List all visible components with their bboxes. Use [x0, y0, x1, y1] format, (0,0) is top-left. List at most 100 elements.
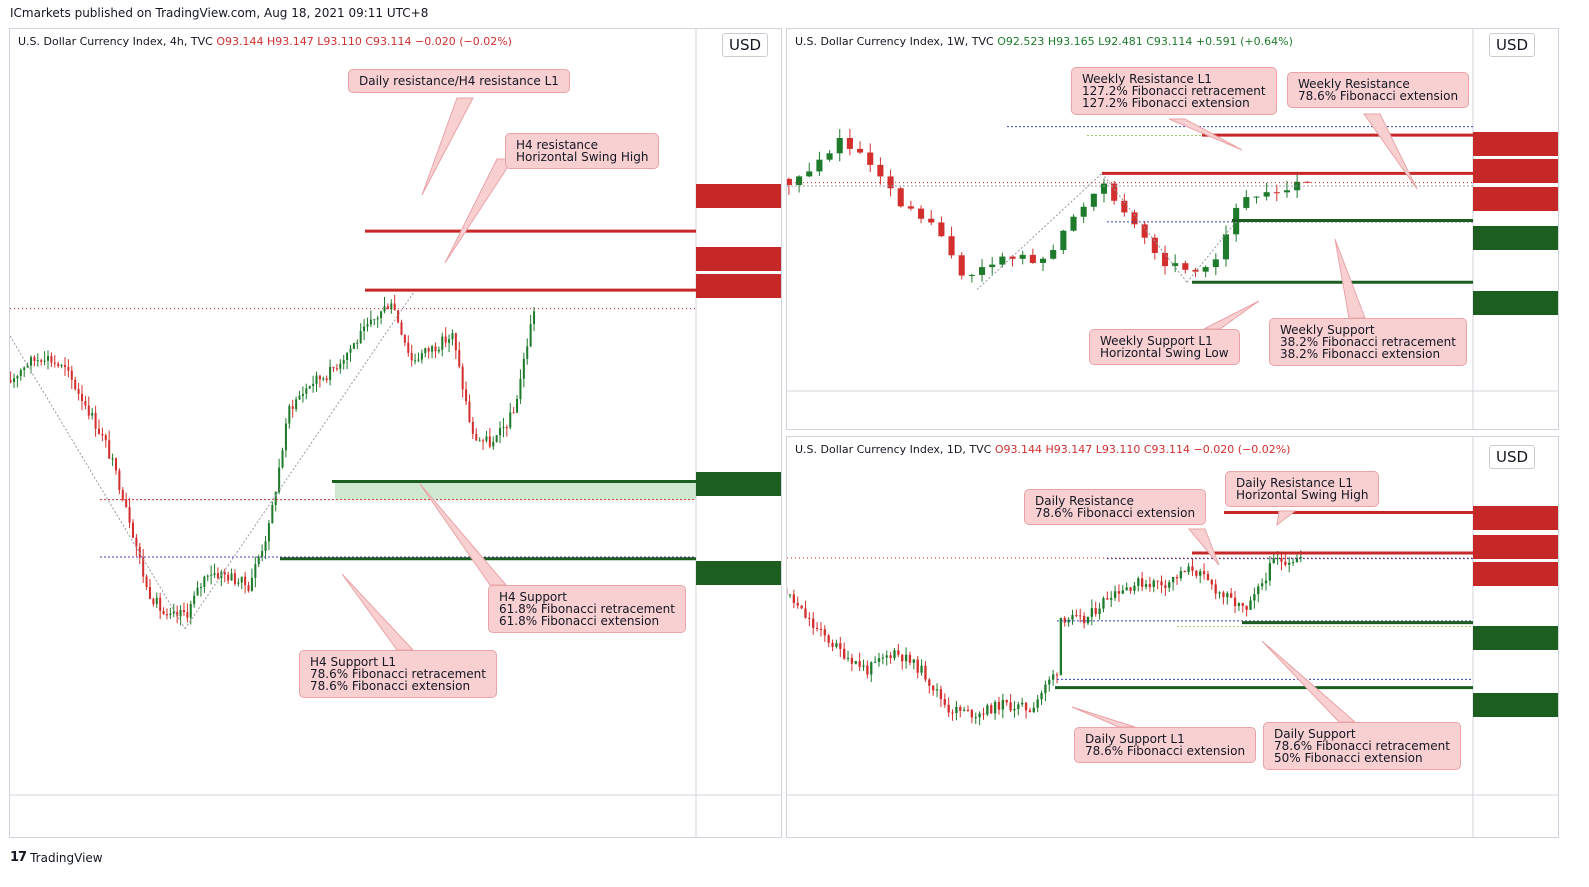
- daily-candle-body: [1291, 562, 1295, 564]
- daily-note-line: 50% Fibonacci extension: [1274, 751, 1423, 765]
- h4-candle-body: [376, 318, 379, 320]
- daily-candle-body: [1036, 699, 1039, 708]
- weekly-candle-body: [1161, 252, 1169, 267]
- daily-candle-body: [893, 650, 896, 659]
- daily-candle-body: [1090, 608, 1094, 617]
- h4-candle-body: [441, 336, 444, 350]
- daily-candle-body: [1226, 593, 1229, 598]
- daily-candle-body: [1040, 693, 1043, 700]
- weekly-price-tag: [1473, 226, 1558, 250]
- h4-candle-body: [339, 363, 342, 369]
- h4-note-line: H4 Support L1: [310, 655, 397, 669]
- h4-candle-body: [87, 405, 90, 416]
- daily-candle-body: [1206, 574, 1210, 580]
- weekly-candle-body: [1192, 269, 1199, 272]
- h4-candle-body: [67, 367, 70, 371]
- h4-candle-body: [23, 367, 26, 371]
- weekly-candle-body: [928, 218, 935, 223]
- daily-candle-body: [877, 658, 881, 662]
- h4-candle-body: [244, 576, 247, 586]
- h4-candle-body: [121, 489, 124, 500]
- h4-candle-body: [254, 564, 257, 578]
- daily-candle-body: [1187, 566, 1190, 573]
- daily-candle-body: [1121, 590, 1124, 594]
- h4-candle-body: [91, 412, 94, 416]
- chart-panel-h4[interactable]: U.S. Dollar Currency Index, 4h, TVC O93.…: [9, 28, 782, 838]
- h4-candle-body: [36, 360, 39, 362]
- daily-candle-body: [939, 689, 943, 700]
- chart-panel-weekly[interactable]: U.S. Dollar Currency Index, 1W, TVC O92.…: [786, 28, 1559, 430]
- h4-candle-body: [393, 303, 396, 311]
- h4-note-line: H4 resistance: [516, 138, 599, 152]
- daily-candle-body: [1264, 580, 1268, 584]
- h4-candle-body: [492, 441, 495, 447]
- weekly-candle-body: [887, 176, 894, 189]
- weekly-candle-body: [816, 159, 823, 172]
- h4-candle-body: [322, 378, 325, 380]
- weekly-fib-trend-line: [1101, 172, 1188, 283]
- weekly-candle-body: [1172, 263, 1179, 267]
- h4-candle-body: [155, 597, 158, 605]
- weekly-candle-body: [1212, 259, 1219, 268]
- daily-candle-body: [1028, 710, 1032, 713]
- weekly-candle-body: [1202, 267, 1209, 272]
- weekly-chart-canvas[interactable]: [787, 29, 1558, 429]
- h4-candle-body: [424, 348, 427, 354]
- h4-candle-body: [332, 366, 335, 369]
- daily-candle-body: [1117, 591, 1121, 594]
- daily-price-tag: [1473, 626, 1558, 650]
- h4-chart-canvas[interactable]: [10, 29, 781, 837]
- weekly-fib-trend-line: [976, 172, 1103, 290]
- weekly-support-resistance-note: Weekly Support L1 Horizontal Swing Low: [1089, 329, 1240, 365]
- daily-candle-body: [986, 705, 989, 715]
- weekly-candle-body: [1294, 181, 1301, 191]
- h4-candle-body: [278, 467, 281, 493]
- daily-candle-body: [966, 709, 970, 711]
- daily-chart-canvas[interactable]: [787, 437, 1558, 837]
- h4-candle-body: [203, 576, 206, 587]
- daily-candle-body: [796, 602, 799, 606]
- daily-candle-body: [1171, 577, 1175, 583]
- weekly-note-line: Weekly Resistance L1: [1082, 72, 1212, 86]
- chart-panel-daily[interactable]: U.S. Dollar Currency Index, 1D, TVC O93.…: [786, 436, 1559, 838]
- h4-candle-body: [512, 412, 515, 414]
- weekly-candle-body: [1080, 206, 1087, 217]
- daily-candle-body: [1086, 616, 1090, 624]
- daily-candle-body: [862, 665, 865, 667]
- daily-candle-body: [1067, 619, 1070, 623]
- daily-candle-body: [962, 709, 966, 711]
- weekly-candle-body: [897, 188, 904, 207]
- weekly-note-line: 127.2% Fibonacci extension: [1082, 96, 1250, 110]
- h4-candle-body: [193, 595, 196, 604]
- h4-candle-body: [46, 356, 50, 361]
- daily-candle-body: [1288, 562, 1291, 565]
- weekly-support-resistance-note: Weekly Resistance 78.6% Fibonacci extensi…: [1287, 72, 1470, 108]
- daily-candle-body: [1106, 598, 1109, 600]
- h4-note-line: Daily resistance/H4 resistance L1: [359, 74, 559, 88]
- h4-candle-body: [325, 378, 328, 380]
- weekly-candle-body: [877, 164, 884, 177]
- daily-candle-body: [839, 643, 842, 649]
- h4-candle-body: [366, 324, 369, 327]
- daily-candle-body: [1021, 702, 1024, 705]
- weekly-currency-badge[interactable]: USD: [1489, 33, 1536, 57]
- weekly-support-resistance-note: Weekly Support 38.2% Fibonacci retracemen…: [1269, 318, 1467, 366]
- h4-candle-body: [448, 339, 451, 343]
- h4-candle-body: [335, 368, 338, 370]
- daily-candle-body: [1284, 561, 1287, 565]
- weekly-callout-pointer: [1334, 238, 1366, 319]
- weekly-candle-body: [978, 267, 986, 275]
- daily-currency-badge[interactable]: USD: [1489, 445, 1536, 469]
- daily-candle-body: [1175, 577, 1179, 579]
- h4-currency-badge[interactable]: USD: [722, 33, 769, 57]
- h4-candle-body: [318, 375, 321, 380]
- h4-candle-body: [70, 370, 73, 380]
- daily-candle-body: [955, 706, 958, 714]
- h4-note-line: 78.6% Fibonacci extension: [310, 679, 471, 693]
- daily-candle-body: [978, 713, 981, 718]
- h4-candle-body: [505, 427, 508, 429]
- h4-candle-body: [172, 611, 175, 614]
- daily-candle-body: [1276, 558, 1279, 560]
- weekly-note-line: 127.2% Fibonacci retracement: [1082, 84, 1266, 98]
- daily-candle-body: [1222, 592, 1225, 598]
